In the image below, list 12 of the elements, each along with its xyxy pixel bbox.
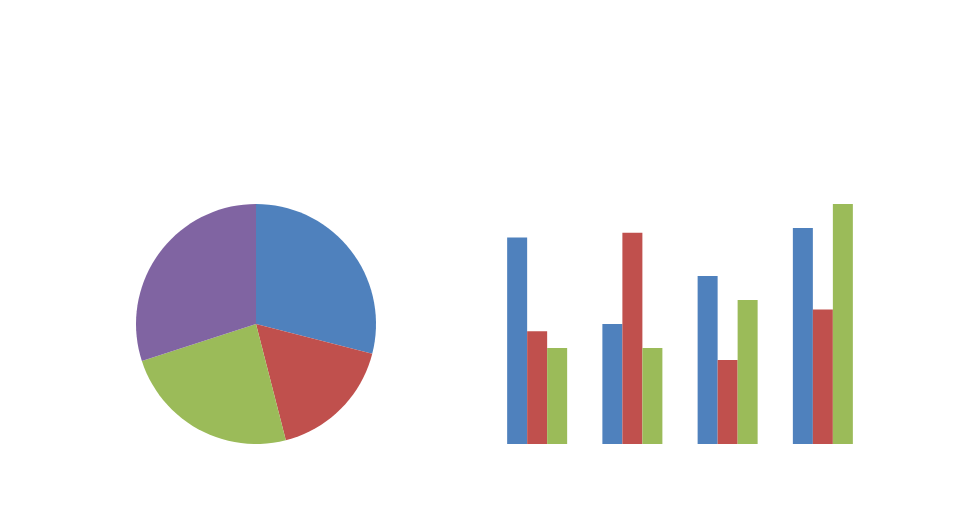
bar [602,324,623,444]
bar [697,275,718,444]
bar [547,348,568,444]
bar [642,348,663,444]
bar [622,232,643,444]
bar [527,331,548,444]
bar [737,300,758,444]
bar [812,309,833,444]
bar [792,227,813,444]
bar [717,360,738,444]
bar [832,203,853,444]
bar [507,237,528,444]
